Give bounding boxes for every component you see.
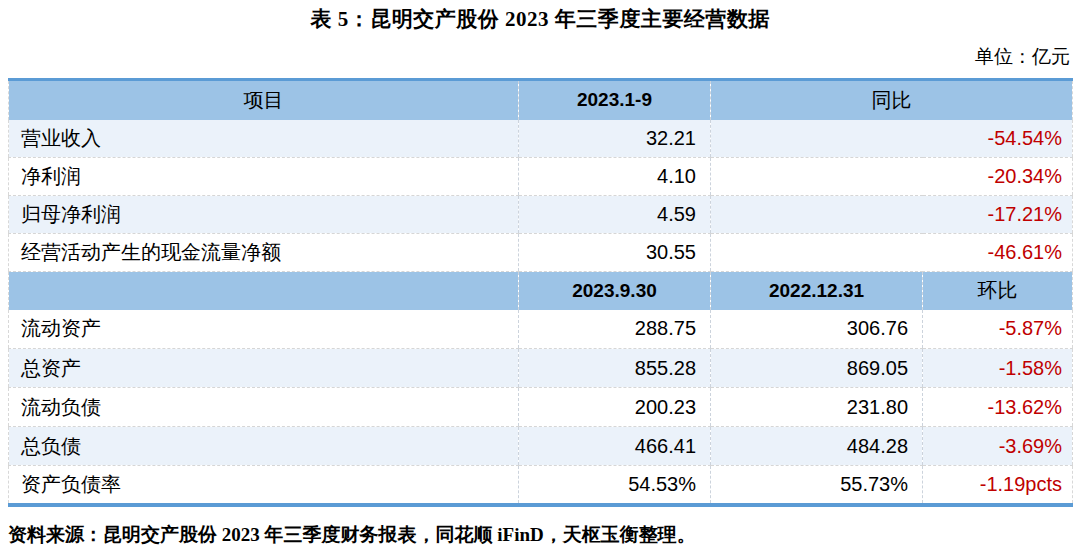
row-yoy-value: -46.61% [711,234,1073,272]
row-previous-value: 869.05 [711,349,923,388]
row-label: 净利润 [9,158,519,196]
row-value: 4.59 [519,196,711,234]
row-current-value: 200.23 [519,388,711,427]
row-qoq-value: -1.58% [923,349,1073,388]
header-date-2022-12-31: 2022.12.31 [711,272,923,310]
row-previous-value: 55.73% [711,466,923,505]
row-yoy-value: -17.21% [711,196,1073,234]
row-qoq-value: -5.87% [923,310,1073,349]
table-title: 表 5：昆明交产股份 2023 年三季度主要经营数据 [0,5,1080,33]
report-table-page: 表 5：昆明交产股份 2023 年三季度主要经营数据 单位：亿元 项目 2023… [0,0,1080,559]
row-qoq-value: -3.69% [923,427,1073,466]
table-row: 流动负债 200.23 231.80 -13.62% [9,388,1073,427]
row-label: 经营活动产生的现金流量净额 [9,234,519,272]
table-row: 经营活动产生的现金流量净额 30.55 -46.61% [9,234,1073,272]
header-blank [9,272,519,310]
header-qoq: 环比 [923,272,1073,310]
row-current-value: 54.53% [519,466,711,505]
source-note: 资料来源：昆明交产股份 2023 年三季度财务报表，同花顺 iFinD，天枢玉衡… [8,522,1072,548]
table-row: 总负债 466.41 484.28 -3.69% [9,427,1073,466]
row-qoq-value: -1.19pcts [923,466,1073,505]
row-value: 4.10 [519,158,711,196]
financial-data-table: 项目 2023.1-9 同比 营业收入 32.21 -54.54% 净利润 4.… [8,78,1073,507]
row-current-value: 288.75 [519,310,711,349]
row-yoy-value: -54.54% [711,120,1073,158]
row-label: 归母净利润 [9,196,519,234]
row-label: 流动资产 [9,310,519,349]
row-previous-value: 484.28 [711,427,923,466]
row-label: 总负债 [9,427,519,466]
unit-label: 单位：亿元 [975,44,1070,70]
header-row-yoy: 项目 2023.1-9 同比 [9,80,1073,120]
header-item-column: 项目 [9,80,519,120]
row-label: 总资产 [9,349,519,388]
row-previous-value: 231.80 [711,388,923,427]
table-row: 归母净利润 4.59 -17.21% [9,196,1073,234]
row-current-value: 466.41 [519,427,711,466]
table-row: 总资产 855.28 869.05 -1.58% [9,349,1073,388]
table-row: 资产负债率 54.53% 55.73% -1.19pcts [9,466,1073,505]
table-row: 流动资产 288.75 306.76 -5.87% [9,310,1073,349]
row-label: 流动负债 [9,388,519,427]
table-row: 营业收入 32.21 -54.54% [9,120,1073,158]
row-current-value: 855.28 [519,349,711,388]
row-previous-value: 306.76 [711,310,923,349]
row-qoq-value: -13.62% [923,388,1073,427]
header-period-2023-1-9: 2023.1-9 [519,80,711,120]
header-row-qoq: 2023.9.30 2022.12.31 环比 [9,272,1073,310]
row-value: 32.21 [519,120,711,158]
row-yoy-value: -20.34% [711,158,1073,196]
row-value: 30.55 [519,234,711,272]
header-date-2023-9-30: 2023.9.30 [519,272,711,310]
header-yoy: 同比 [711,80,1073,120]
table-row: 净利润 4.10 -20.34% [9,158,1073,196]
row-label: 资产负债率 [9,466,519,505]
row-label: 营业收入 [9,120,519,158]
